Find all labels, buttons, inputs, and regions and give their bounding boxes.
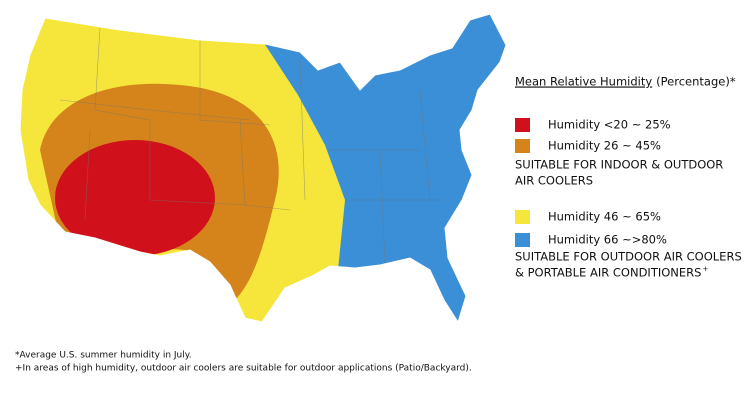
legend-label: Humidity 46 ~ 65% bbox=[548, 210, 661, 224]
legend-title-suffix: (Percentage)* bbox=[656, 75, 736, 89]
zone-red bbox=[55, 140, 215, 256]
legend-swatch bbox=[515, 210, 530, 224]
legend-note: & PORTABLE AIR CONDITIONERS bbox=[515, 266, 701, 280]
legend-label: Humidity <20 ~ 25% bbox=[548, 118, 671, 132]
legend-note: SUITABLE FOR OUTDOOR AIR COOLERS bbox=[515, 250, 742, 264]
legend-label: Humidity 66 ~>80% bbox=[548, 233, 667, 247]
legend-title: Mean Relative Humidity bbox=[515, 75, 652, 89]
legend-note-sup: + bbox=[702, 265, 708, 273]
legend-swatch bbox=[515, 139, 530, 153]
footnote: *Average U.S. summer humidity in July. bbox=[15, 351, 192, 361]
us-outline bbox=[19, 13, 507, 324]
legend-note: SUITABLE FOR INDOOR & OUTDOOR bbox=[515, 158, 723, 172]
footnote: +In areas of high humidity, outdoor air … bbox=[15, 364, 472, 374]
legend-swatch bbox=[515, 118, 530, 132]
legend-note: AIR COOLERS bbox=[515, 174, 593, 188]
legend-label: Humidity 26 ~ 45% bbox=[548, 139, 661, 153]
legend-swatch bbox=[515, 233, 530, 247]
state-borders bbox=[59, 27, 440, 266]
